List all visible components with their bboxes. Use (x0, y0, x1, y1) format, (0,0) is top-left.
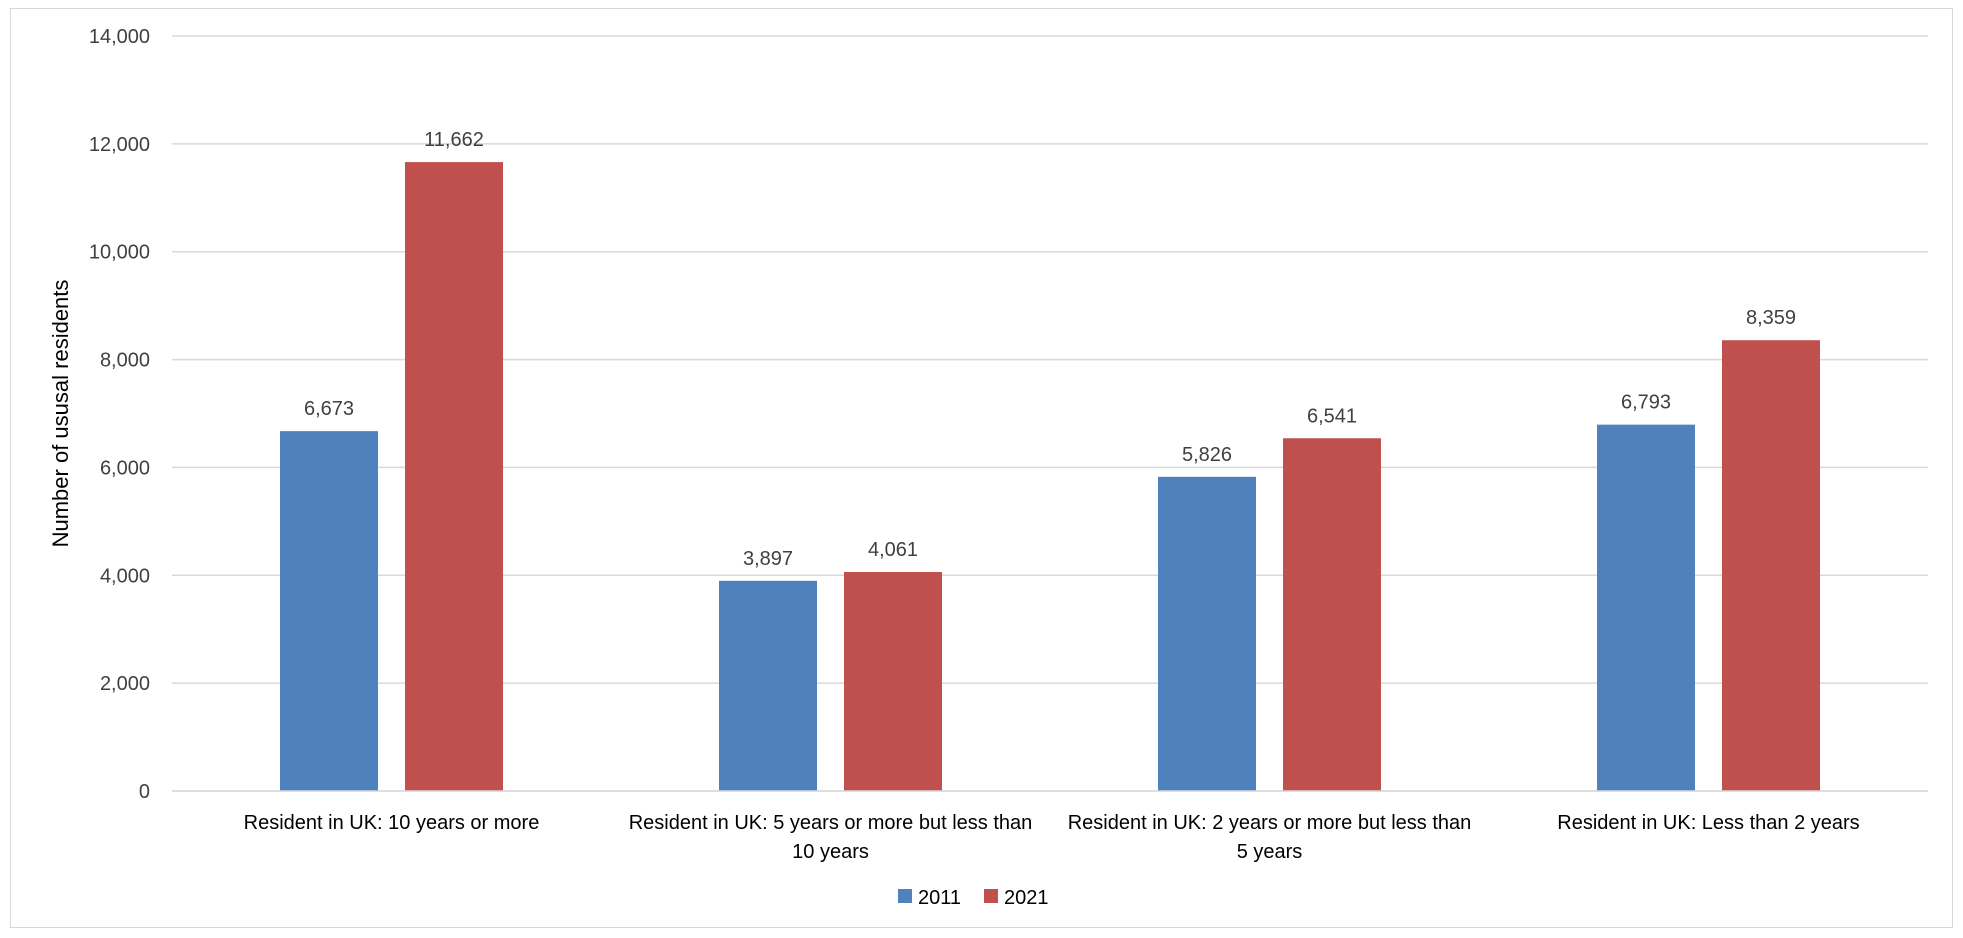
y-tick-label: 8,000 (100, 350, 150, 372)
x-category-label: Resident in UK: Less than 2 years (1557, 812, 1859, 834)
x-category-label: Resident in UK: 2 years or more but less… (1068, 812, 1472, 834)
y-tick-label: 12,000 (89, 134, 150, 156)
bar-2021 (405, 162, 503, 791)
y-axis-title: Number of ususal residents (48, 280, 73, 548)
bar-2011 (1158, 476, 1256, 791)
y-tick-label: 6,000 (100, 457, 150, 479)
x-category-label: Resident in UK: 10 years or more (244, 812, 540, 834)
bar-2011 (280, 431, 378, 791)
bar-2021 (1722, 340, 1820, 791)
legend-label: 2011 (918, 887, 961, 909)
data-label: 5,826 (1182, 444, 1232, 466)
legend-label: 2021 (1004, 887, 1049, 909)
bar-2021 (1283, 438, 1381, 791)
data-label: 3,897 (743, 548, 793, 570)
y-tick-label: 0 (139, 781, 150, 803)
x-category-label: 10 years (792, 841, 869, 863)
legend-swatch-2021 (984, 889, 998, 903)
legend-swatch-2011 (898, 889, 912, 903)
data-label: 6,541 (1307, 405, 1357, 427)
data-label: 6,793 (1621, 392, 1671, 414)
data-label: 8,359 (1746, 307, 1796, 329)
x-category-label: Resident in UK: 5 years or more but less… (629, 812, 1033, 834)
bar-2011 (1597, 424, 1695, 791)
bar-2021 (844, 571, 942, 791)
data-label: 4,061 (868, 539, 918, 561)
bar-2011 (719, 580, 817, 791)
data-label: 6,673 (304, 398, 354, 420)
y-tick-label: 14,000 (89, 26, 150, 48)
data-label: 11,662 (424, 129, 484, 151)
y-tick-label: 10,000 (89, 242, 150, 264)
y-tick-label: 2,000 (100, 673, 150, 695)
x-category-label: 5 years (1237, 841, 1303, 863)
y-tick-label: 4,000 (100, 565, 150, 587)
